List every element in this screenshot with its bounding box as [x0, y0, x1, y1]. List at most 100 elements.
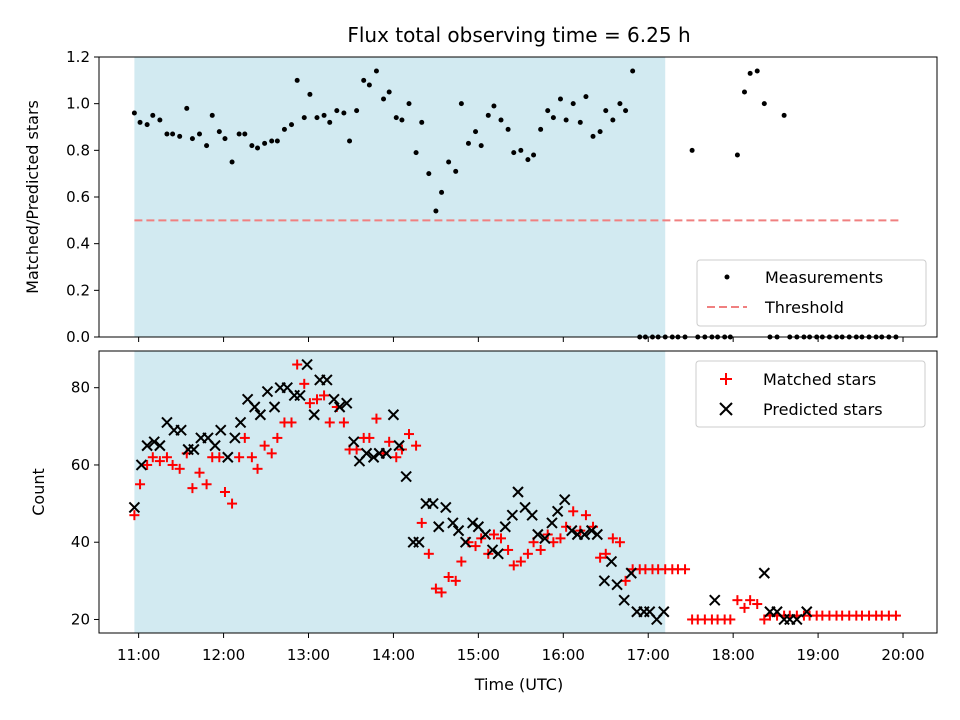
x-axis-label: Time (UTC): [474, 675, 563, 694]
measurement-point: [590, 133, 596, 139]
measurement-point: [446, 159, 452, 165]
matched-star-point: [503, 544, 514, 555]
measurement-point: [689, 147, 695, 153]
matched-star-point: [496, 533, 507, 544]
top-y-tick-label: 0.0: [66, 328, 90, 346]
x-tick-label: 20:00: [881, 646, 924, 664]
predicted-star-point: [387, 409, 400, 421]
matched-star-point: [142, 459, 153, 470]
predicted-star-point: [148, 436, 160, 448]
matched-star-point: [299, 378, 310, 389]
predicted-star-point: [413, 536, 425, 548]
matched-star-points: [129, 359, 901, 625]
measurement-point: [465, 140, 471, 146]
matched-star-point: [450, 575, 461, 586]
predicted-star-point: [268, 401, 281, 413]
measurement-point: [321, 112, 327, 118]
x-tick-label: 13:00: [287, 646, 330, 664]
measurement-point: [518, 147, 524, 153]
matched-star-point: [227, 498, 238, 509]
measurement-point: [617, 101, 623, 107]
bottom-y-axis-label: Count: [29, 468, 48, 516]
measurement-point: [453, 168, 459, 174]
predicted-star-point: [294, 389, 306, 402]
x-tick-label: 17:00: [627, 646, 670, 664]
matched-legend-label: Matched stars: [763, 370, 876, 389]
measurement-point: [184, 105, 190, 111]
matched-star-point: [436, 587, 447, 598]
measurement-point: [249, 143, 255, 149]
predicted-star-point: [506, 509, 519, 521]
matched-star-point: [304, 398, 315, 409]
matched-star-point: [194, 467, 205, 478]
measurement-point: [189, 136, 195, 142]
predicted-star-point: [341, 397, 353, 409]
predicted-star-point: [611, 579, 623, 591]
measurement-point: [761, 101, 767, 107]
matched-star-point: [555, 533, 566, 544]
measurement-point: [301, 115, 307, 121]
measurement-point: [281, 126, 287, 132]
predicted-star-point: [400, 470, 412, 483]
measurement-point: [623, 108, 629, 114]
matched-star-point: [201, 479, 212, 490]
predicted-star-point: [141, 439, 153, 452]
bottom-y-ticks: 20 40 60 80: [71, 379, 99, 628]
measurement-point: [255, 145, 261, 151]
predicted-star-point: [566, 524, 578, 537]
predicted-star-point: [222, 451, 234, 463]
x-tick-label: 12:00: [202, 646, 245, 664]
x-tick-label: 15:00: [457, 646, 500, 664]
predicted-star-point: [559, 494, 571, 506]
matched-star-point: [371, 413, 382, 424]
matched-star-point: [266, 448, 277, 459]
measurement-point: [545, 108, 551, 114]
bottom-legend: Matched stars Predicted stars: [695, 360, 926, 428]
measurement-point: [491, 103, 497, 109]
matched-star-point: [272, 432, 283, 443]
measurement-point: [419, 119, 425, 125]
measurement-point: [361, 77, 367, 83]
top-y-tick-label: 0.6: [66, 188, 90, 206]
measurement-point: [478, 143, 484, 149]
matched-star-point: [187, 483, 198, 494]
matched-star-point: [147, 452, 158, 463]
matched-star-point: [580, 510, 591, 521]
measurement-point: [157, 117, 163, 123]
matched-star-point: [535, 544, 546, 555]
matched-star-point: [135, 479, 146, 490]
matched-star-point: [488, 529, 499, 540]
measurement-point: [373, 68, 379, 74]
measurement-point: [222, 136, 228, 142]
measurement-point: [550, 115, 556, 121]
measurement-point: [399, 117, 405, 123]
predicted-star-point: [447, 517, 459, 529]
predicted-star-point: [301, 358, 313, 371]
measurement-point: [630, 68, 636, 74]
measurement-point: [538, 126, 544, 132]
bottom-legend-box: [695, 360, 926, 428]
matched-star-point: [515, 556, 526, 567]
ratio-panel: 0.0 0.2 0.4 0.6 0.8 1.0 1.2 Flux total observi…: [23, 23, 938, 346]
matched-star-point: [161, 452, 172, 463]
predicted-star-point: [393, 439, 405, 452]
predicted-star-point: [261, 385, 274, 398]
measurement-point: [242, 131, 248, 137]
matched-star-point: [167, 459, 178, 470]
predicted-star-point: [486, 544, 499, 556]
matched-star-point: [324, 417, 335, 428]
matched-star-point: [739, 602, 750, 613]
measurement-point: [144, 122, 150, 128]
measurement-point: [262, 140, 268, 146]
matched-star-point: [470, 541, 481, 552]
measurement-point: [131, 110, 137, 116]
measurement-point: [216, 129, 222, 135]
predicted-star-point: [321, 374, 333, 386]
matched-star-point: [561, 521, 572, 532]
predicted-star-point: [466, 517, 479, 529]
x-tick-label: 16:00: [542, 646, 585, 664]
measurement-point: [137, 119, 143, 125]
predicted-star-point: [605, 555, 618, 568]
measurement-point: [150, 112, 156, 118]
matched-star-point: [234, 452, 245, 463]
